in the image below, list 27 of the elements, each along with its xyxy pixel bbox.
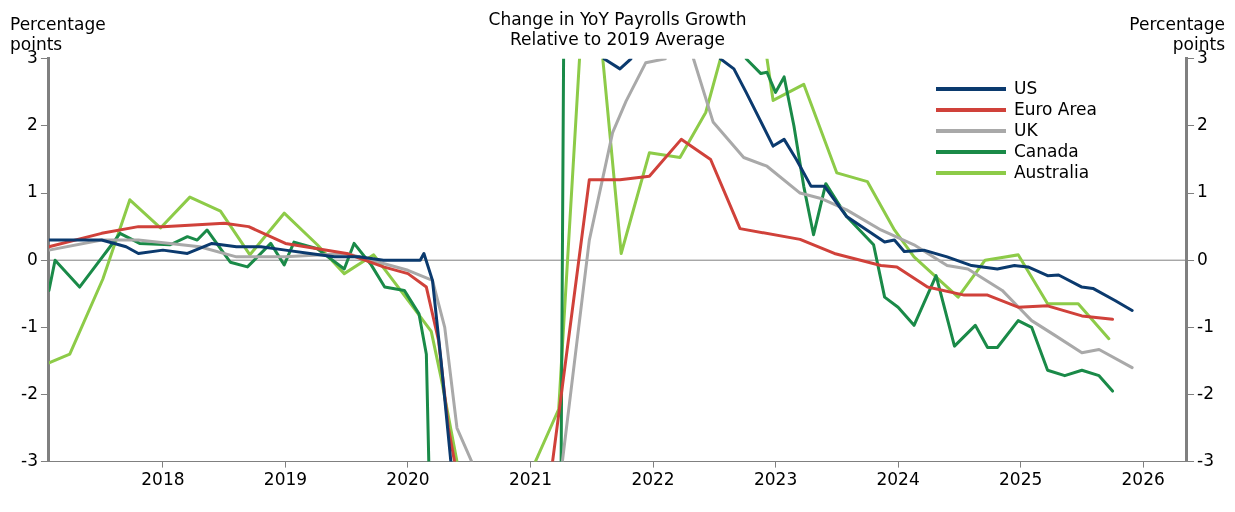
y2-tick-label: 1 — [1197, 181, 1208, 202]
legend-label: Canada — [1013, 141, 1079, 162]
x-tick-label: 2026 — [1121, 469, 1165, 490]
x-tick-label: 2022 — [631, 469, 675, 490]
x-tick-label: 2018 — [141, 469, 185, 490]
y2-tick-label: 2 — [1197, 114, 1208, 135]
x-tick-label: 2024 — [876, 469, 920, 490]
y2-tick-label: -3 — [1197, 450, 1214, 471]
y-tick-label: -3 — [21, 450, 38, 471]
x-tick-label: 2019 — [263, 469, 308, 490]
x-tick-label: 2025 — [999, 469, 1043, 490]
y2-tick-label: -2 — [1197, 382, 1214, 403]
y2-tick-label: 0 — [1197, 248, 1208, 269]
x-tick-label: 2021 — [508, 469, 553, 490]
y2-tick-label: -1 — [1197, 315, 1214, 336]
legend-label: Australia — [1013, 162, 1090, 183]
y-tick-label: -2 — [21, 382, 38, 403]
chart-title: Change in YoY Payrolls Growth Relative to 2019 Average — [488, 8, 747, 50]
x-tick-label: 2023 — [753, 469, 798, 490]
legend-label: US — [1013, 78, 1038, 99]
y-tick-label: 1 — [27, 181, 38, 202]
legend-label: UK — [1013, 120, 1038, 141]
y-tick-label: -1 — [21, 315, 38, 336]
y-tick-label: 0 — [27, 248, 38, 269]
legend-label: Euro Area — [1013, 99, 1097, 120]
x-tick-label: 2020 — [386, 469, 430, 490]
y-tick-label: 2 — [27, 114, 38, 135]
